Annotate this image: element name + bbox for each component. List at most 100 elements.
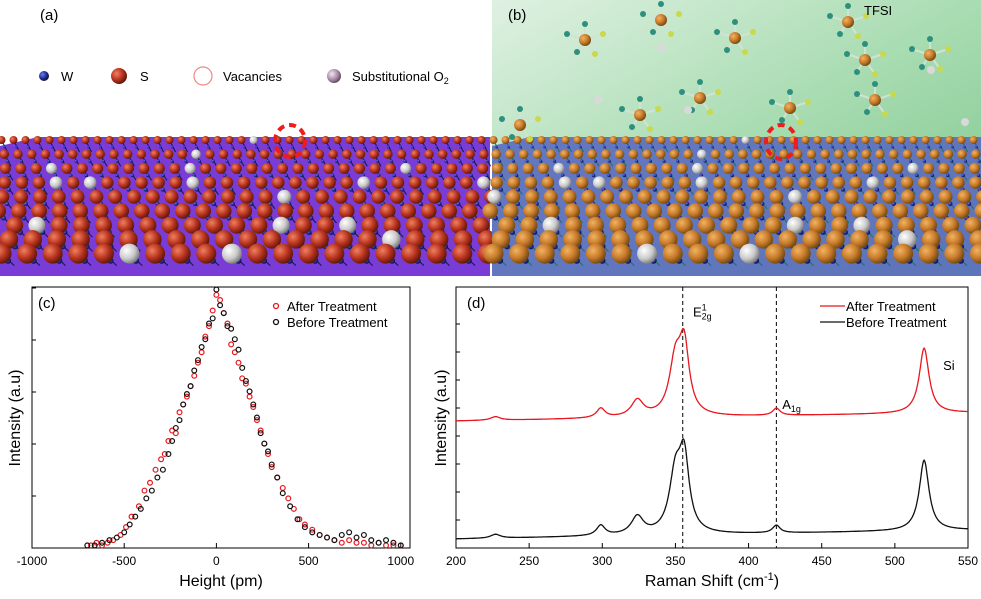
after-point: [301, 521, 308, 528]
before-point: [143, 495, 150, 502]
before-point: [279, 490, 286, 497]
after-point: [257, 427, 264, 434]
si-annotation: Si: [943, 358, 955, 373]
before-point: [309, 529, 316, 536]
before-point: [126, 521, 133, 528]
x-tick-label: 1000: [387, 554, 414, 568]
before-point: [253, 414, 260, 421]
panel-d-label: (d): [467, 295, 485, 312]
before-point: [165, 451, 172, 458]
after-point: [209, 307, 216, 314]
before-point: [154, 474, 161, 481]
after-point: [147, 479, 154, 486]
before-point: [287, 503, 294, 510]
after-point: [235, 359, 242, 366]
panel-c-x-ticks: -1000 -500 0 500 1000: [17, 287, 414, 568]
before-point: [121, 529, 128, 536]
before-point: [235, 346, 242, 353]
panel-c-x-axis-title: Height (pm): [179, 573, 263, 590]
after-treatment-line: [456, 327, 968, 422]
x-tick-label: 400: [739, 554, 759, 568]
before-point: [176, 417, 183, 424]
after-point: [202, 333, 209, 340]
before-point: [148, 487, 155, 494]
after-point: [228, 341, 235, 348]
panel-c-points: [84, 286, 404, 549]
tfsi-molecule: [564, 21, 606, 57]
after-point: [161, 451, 168, 458]
x-tick-label: 300: [592, 554, 612, 568]
before-point: [198, 344, 205, 351]
x-tick-label: -1000: [17, 554, 48, 568]
after-point: [99, 542, 106, 549]
before-point: [368, 537, 375, 544]
before-point: [390, 539, 397, 546]
before-point: [187, 383, 194, 390]
before-point: [84, 542, 91, 549]
after-point: [224, 320, 231, 327]
panel-c-y-axis-title: Intensity (a.u): [7, 370, 24, 467]
after-point: [338, 539, 345, 546]
after-point: [183, 393, 190, 400]
before-point: [159, 466, 166, 473]
e2g-annotation: E1 2g: [693, 303, 712, 322]
x-tick-label: 550: [958, 554, 978, 568]
panel-d: 200 250 300 350 400 450 500 550 (d) After Treat…: [433, 286, 978, 590]
after-point: [206, 323, 213, 330]
legend-after-label: After Treatment: [287, 299, 377, 314]
legend-s-label: S: [140, 69, 149, 84]
vacancy-icon: [193, 66, 213, 86]
after-point: [250, 404, 257, 411]
after-point: [368, 542, 375, 549]
after-point: [390, 542, 397, 549]
panel-b-label: (b): [508, 7, 526, 24]
tfsi-molecule: [679, 79, 721, 115]
before-point: [250, 401, 257, 408]
tfsi-label: TFSI: [864, 3, 892, 18]
tfsi-molecule: [909, 36, 951, 72]
panel-c-label: (c): [38, 295, 56, 312]
before-point: [239, 364, 246, 371]
before-point: [220, 310, 227, 317]
before-point: [106, 537, 113, 544]
panel-d-peak-guides: [682, 287, 777, 548]
vacancy-marker-a: [273, 123, 307, 159]
before-point: [383, 537, 390, 544]
legend-after-marker: [272, 302, 280, 310]
legend-before-label: Before Treatment: [287, 315, 388, 330]
before-point: [194, 357, 201, 364]
before-point: [206, 320, 213, 327]
before-point: [180, 401, 187, 408]
after-point: [246, 393, 253, 400]
before-point: [346, 529, 353, 536]
before-point: [397, 542, 404, 549]
sulfur-icon: [111, 68, 127, 84]
before-point: [231, 336, 238, 343]
before-point: [375, 539, 382, 546]
before-point: [228, 325, 235, 332]
before-point: [183, 391, 190, 398]
tungsten-icon: [39, 71, 49, 81]
x-tick-label: 450: [812, 554, 832, 568]
tfsi-molecule: [827, 3, 869, 39]
vacancy-marker-b: [764, 123, 798, 161]
before-point: [172, 424, 179, 431]
after-point: [176, 409, 183, 416]
after-point: [279, 484, 286, 491]
after-point: [383, 542, 390, 549]
after-point: [353, 539, 360, 546]
tfsi-molecule: [640, 1, 682, 37]
after-point: [268, 464, 275, 471]
before-point: [137, 505, 144, 512]
tfsi-molecule: [844, 41, 886, 77]
x-tick-label: 200: [446, 554, 466, 568]
after-point: [213, 291, 220, 298]
legend-after-label-d: After Treatment: [846, 299, 936, 314]
after-point: [242, 380, 249, 387]
after-point: [165, 437, 172, 444]
x-tick-label: -500: [112, 554, 136, 568]
panel-c: -1000 -500 0 500 1000 (c) After Treatment Be…: [7, 286, 414, 590]
x-tick-label: 500: [885, 554, 905, 568]
before-point: [169, 437, 176, 444]
